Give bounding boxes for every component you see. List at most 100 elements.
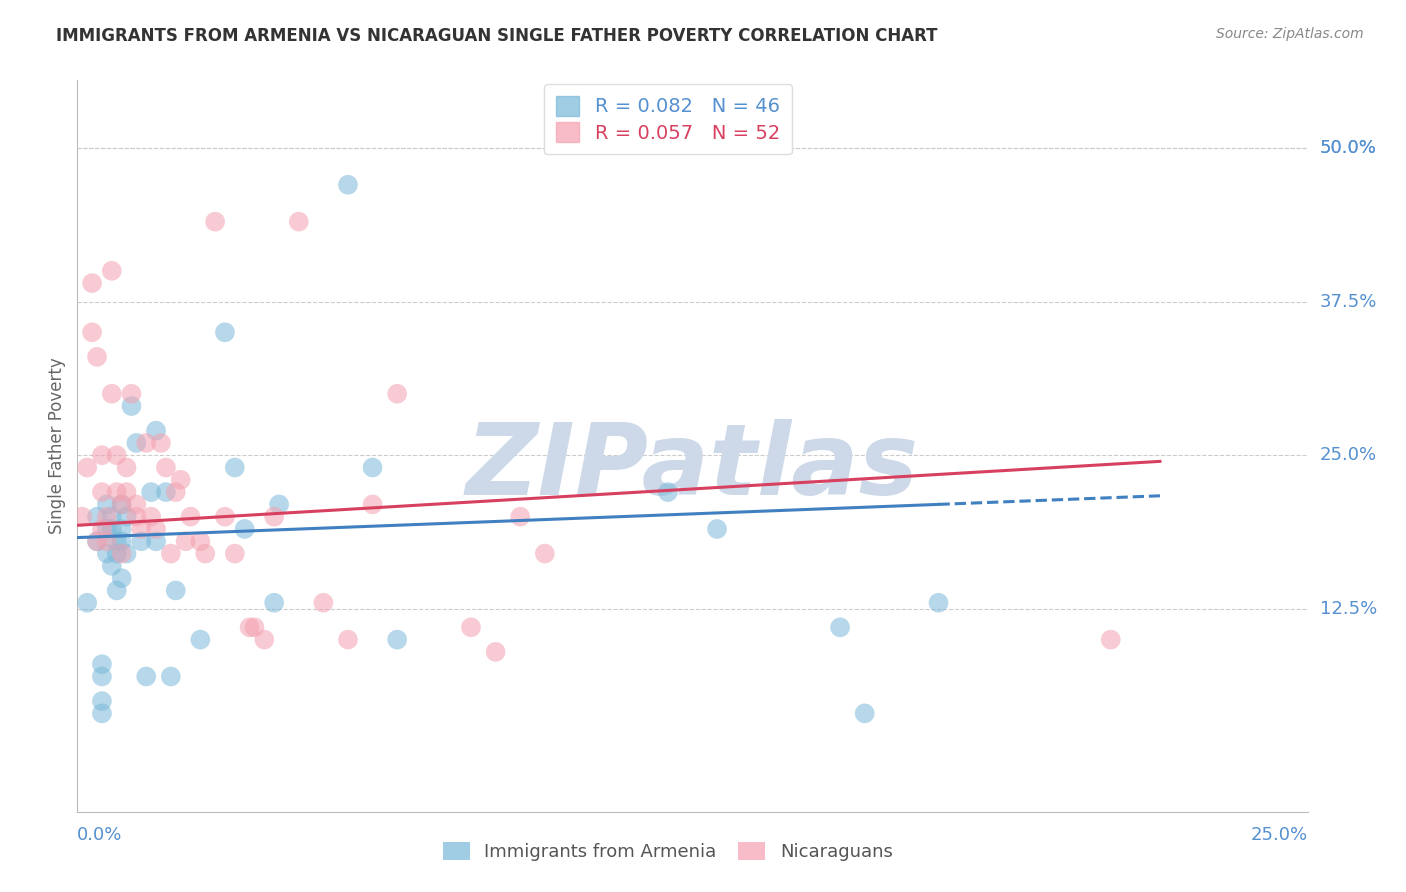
Point <box>243 620 266 634</box>
Point <box>165 583 187 598</box>
Point <box>224 460 246 475</box>
Point <box>160 547 183 561</box>
Point <box>76 596 98 610</box>
Y-axis label: Single Father Poverty: Single Father Poverty <box>48 358 66 534</box>
Point <box>141 485 163 500</box>
Point <box>288 214 311 228</box>
Point <box>233 522 256 536</box>
Point <box>1099 632 1122 647</box>
Point <box>170 473 193 487</box>
Point <box>253 632 276 647</box>
Point <box>361 460 384 475</box>
Point <box>125 509 148 524</box>
Point <box>188 632 212 647</box>
Point <box>928 596 950 610</box>
Point <box>214 326 236 340</box>
Point <box>657 485 679 500</box>
Text: Source: ZipAtlas.com: Source: ZipAtlas.com <box>1216 27 1364 41</box>
Text: ZIPatlas: ZIPatlas <box>465 419 920 516</box>
Point <box>204 214 226 228</box>
Point <box>105 448 128 462</box>
Point <box>706 522 728 536</box>
Point <box>312 596 335 610</box>
Point <box>337 632 360 647</box>
Point <box>111 571 132 585</box>
Point <box>155 485 177 500</box>
Point <box>145 534 167 549</box>
Point <box>385 386 409 401</box>
Point <box>830 620 852 634</box>
Point <box>90 657 114 672</box>
Point <box>121 386 143 401</box>
Point <box>125 497 148 511</box>
Point <box>125 436 148 450</box>
Text: 12.5%: 12.5% <box>1320 600 1376 618</box>
Point <box>460 620 482 634</box>
Point <box>101 522 124 536</box>
Point <box>485 645 508 659</box>
Point <box>853 706 876 721</box>
Text: 50.0%: 50.0% <box>1320 139 1376 157</box>
Point <box>135 436 157 450</box>
Point <box>129 522 153 536</box>
Point <box>111 522 132 536</box>
Point <box>96 509 118 524</box>
Point <box>150 436 173 450</box>
Point <box>337 178 360 192</box>
Text: 25.0%: 25.0% <box>1250 826 1308 845</box>
Legend: Immigrants from Armenia, Nicaraguans: Immigrants from Armenia, Nicaraguans <box>436 835 900 869</box>
Point <box>111 497 132 511</box>
Point <box>361 497 384 511</box>
Point <box>165 485 187 500</box>
Point <box>101 264 124 278</box>
Text: 50.0%: 50.0% <box>1320 139 1376 157</box>
Point <box>160 669 183 683</box>
Text: IMMIGRANTS FROM ARMENIA VS NICARAGUAN SINGLE FATHER POVERTY CORRELATION CHART: IMMIGRANTS FROM ARMENIA VS NICARAGUAN SI… <box>56 27 938 45</box>
Point <box>214 509 236 524</box>
Point <box>145 522 167 536</box>
Point <box>76 460 98 475</box>
Point <box>70 509 93 524</box>
Point <box>86 350 108 364</box>
Point <box>174 534 197 549</box>
Point <box>101 386 124 401</box>
Point <box>509 509 531 524</box>
Point <box>180 509 202 524</box>
Point <box>86 534 108 549</box>
Point <box>155 460 177 475</box>
Point <box>239 620 262 634</box>
Point <box>86 509 108 524</box>
Point <box>224 547 246 561</box>
Point <box>96 547 118 561</box>
Point <box>90 485 114 500</box>
Point <box>194 547 217 561</box>
Point <box>121 399 143 413</box>
Point <box>263 509 285 524</box>
Point <box>105 547 128 561</box>
Point <box>135 669 157 683</box>
Point <box>115 509 138 524</box>
Point <box>141 509 163 524</box>
Point <box>269 497 291 511</box>
Point <box>188 534 212 549</box>
Point <box>115 460 138 475</box>
Point <box>96 534 118 549</box>
Point <box>263 596 285 610</box>
Point <box>96 497 118 511</box>
Point <box>145 424 167 438</box>
Point <box>115 547 138 561</box>
Point <box>90 706 114 721</box>
Point <box>129 534 153 549</box>
Point <box>105 583 128 598</box>
Point <box>90 448 114 462</box>
Point <box>534 547 557 561</box>
Point <box>90 522 114 536</box>
Text: 37.5%: 37.5% <box>1320 293 1378 310</box>
Point <box>105 534 128 549</box>
Point <box>111 547 132 561</box>
Point <box>86 534 108 549</box>
Point <box>111 497 132 511</box>
Point <box>101 558 124 573</box>
Point <box>101 509 124 524</box>
Point <box>111 534 132 549</box>
